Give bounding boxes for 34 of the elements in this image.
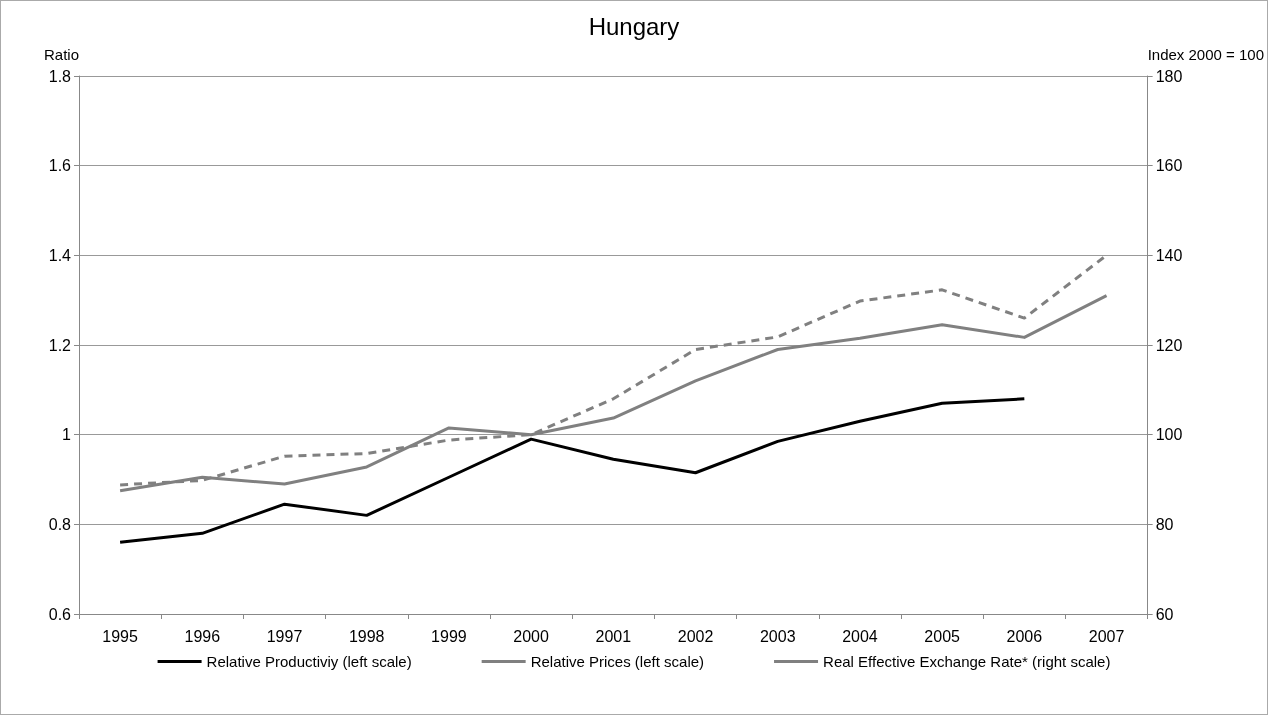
y2-tick-label: 100 xyxy=(1155,426,1183,444)
legend-label: Relative Prices (left scale) xyxy=(530,653,705,670)
y-tick-label: 1.6 xyxy=(48,157,72,175)
y2-tick-label: 120 xyxy=(1155,336,1183,354)
x-tick-label: 2006 xyxy=(1006,627,1043,645)
line-series xyxy=(118,397,1026,544)
x-tick-label: 1995 xyxy=(102,627,138,645)
y2-tick-label: 80 xyxy=(1155,515,1174,533)
x-tick-label: 1998 xyxy=(348,627,385,645)
legend-label: Relative Productiviy (left scale) xyxy=(206,653,412,670)
y2-tick-label: 180 xyxy=(1155,67,1183,85)
x-tick-label: 2001 xyxy=(595,627,632,645)
y2-tick-label: 60 xyxy=(1155,605,1174,623)
y2-tick-label: 140 xyxy=(1155,246,1183,264)
y-axis-title: Ratio xyxy=(43,46,79,63)
y-tick-label: 1.8 xyxy=(48,67,72,85)
y-tick-label: 1 xyxy=(62,426,72,444)
x-tick-label: 1997 xyxy=(266,627,303,645)
legend-label: Real Effective Exchange Rate* (right scale) xyxy=(823,653,1111,670)
x-tick-label: 2003 xyxy=(759,627,796,645)
x-tick-label: 1999 xyxy=(431,627,467,645)
x-tick-label: 2004 xyxy=(842,627,878,645)
y-tick-label: 1.4 xyxy=(48,246,72,264)
y-tick-label: 0.6 xyxy=(48,605,72,623)
x-tick-label: 2007 xyxy=(1088,627,1125,645)
x-tick-label: 2000 xyxy=(513,627,550,645)
y-tick-label: 0.8 xyxy=(48,515,72,533)
y2-axis-title: Index 2000 = 100 xyxy=(1147,46,1265,63)
y2-tick-label: 160 xyxy=(1155,157,1183,175)
x-tick-label: 2005 xyxy=(924,627,961,645)
y-tick-label: 1.2 xyxy=(48,336,72,354)
chart-title: Hungary xyxy=(588,12,680,40)
x-tick-label: 2002 xyxy=(677,627,714,645)
x-tick-label: 1996 xyxy=(184,627,221,645)
